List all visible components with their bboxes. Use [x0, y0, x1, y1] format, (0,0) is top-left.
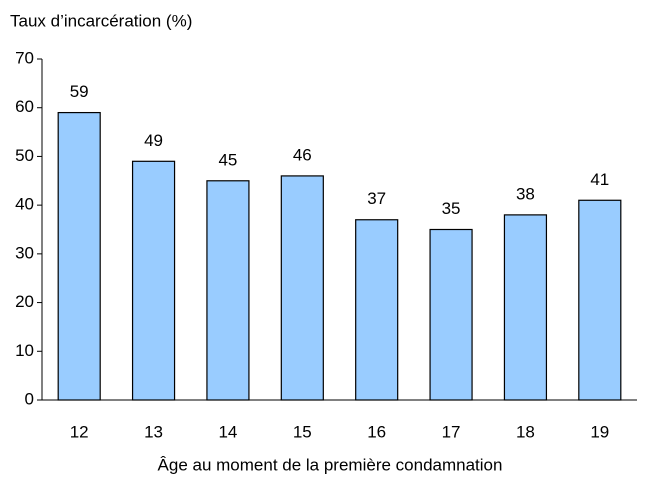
data-label: 49 — [144, 131, 163, 150]
y-tick-label: 30 — [15, 243, 34, 262]
data-label: 46 — [293, 145, 312, 164]
bar — [503, 214, 548, 401]
bar — [355, 219, 399, 401]
bar — [578, 199, 622, 401]
x-tick-label: 17 — [442, 422, 461, 441]
data-label: 59 — [70, 82, 89, 101]
y-tick-label: 40 — [15, 195, 34, 214]
x-tick-label: 19 — [590, 422, 609, 441]
y-tick-label: 60 — [15, 97, 34, 116]
y-tick-label: 0 — [25, 389, 34, 408]
x-axis-title: Âge au moment de la première condamnatio… — [158, 455, 503, 474]
x-tick-label: 14 — [218, 422, 237, 441]
bar — [57, 111, 101, 401]
data-label: 35 — [442, 199, 461, 218]
bar — [280, 175, 324, 401]
y-axis-title: Taux d’incarcération (%) — [10, 11, 192, 30]
data-label: 41 — [590, 170, 609, 189]
y-tick-label: 50 — [15, 146, 34, 165]
bar — [206, 180, 250, 401]
y-tick-label: 70 — [15, 48, 34, 67]
x-tick-label: 16 — [367, 422, 386, 441]
y-tick-label: 20 — [15, 292, 34, 311]
x-tick-label: 13 — [144, 422, 163, 441]
bar — [429, 228, 473, 401]
x-tick-label: 12 — [70, 422, 89, 441]
data-label: 38 — [516, 184, 535, 203]
y-tick-label: 10 — [15, 341, 34, 360]
data-label: 45 — [218, 150, 237, 169]
bar — [131, 160, 176, 401]
x-tick-label: 18 — [516, 422, 535, 441]
data-label: 37 — [367, 189, 386, 208]
x-tick-label: 15 — [293, 422, 312, 441]
